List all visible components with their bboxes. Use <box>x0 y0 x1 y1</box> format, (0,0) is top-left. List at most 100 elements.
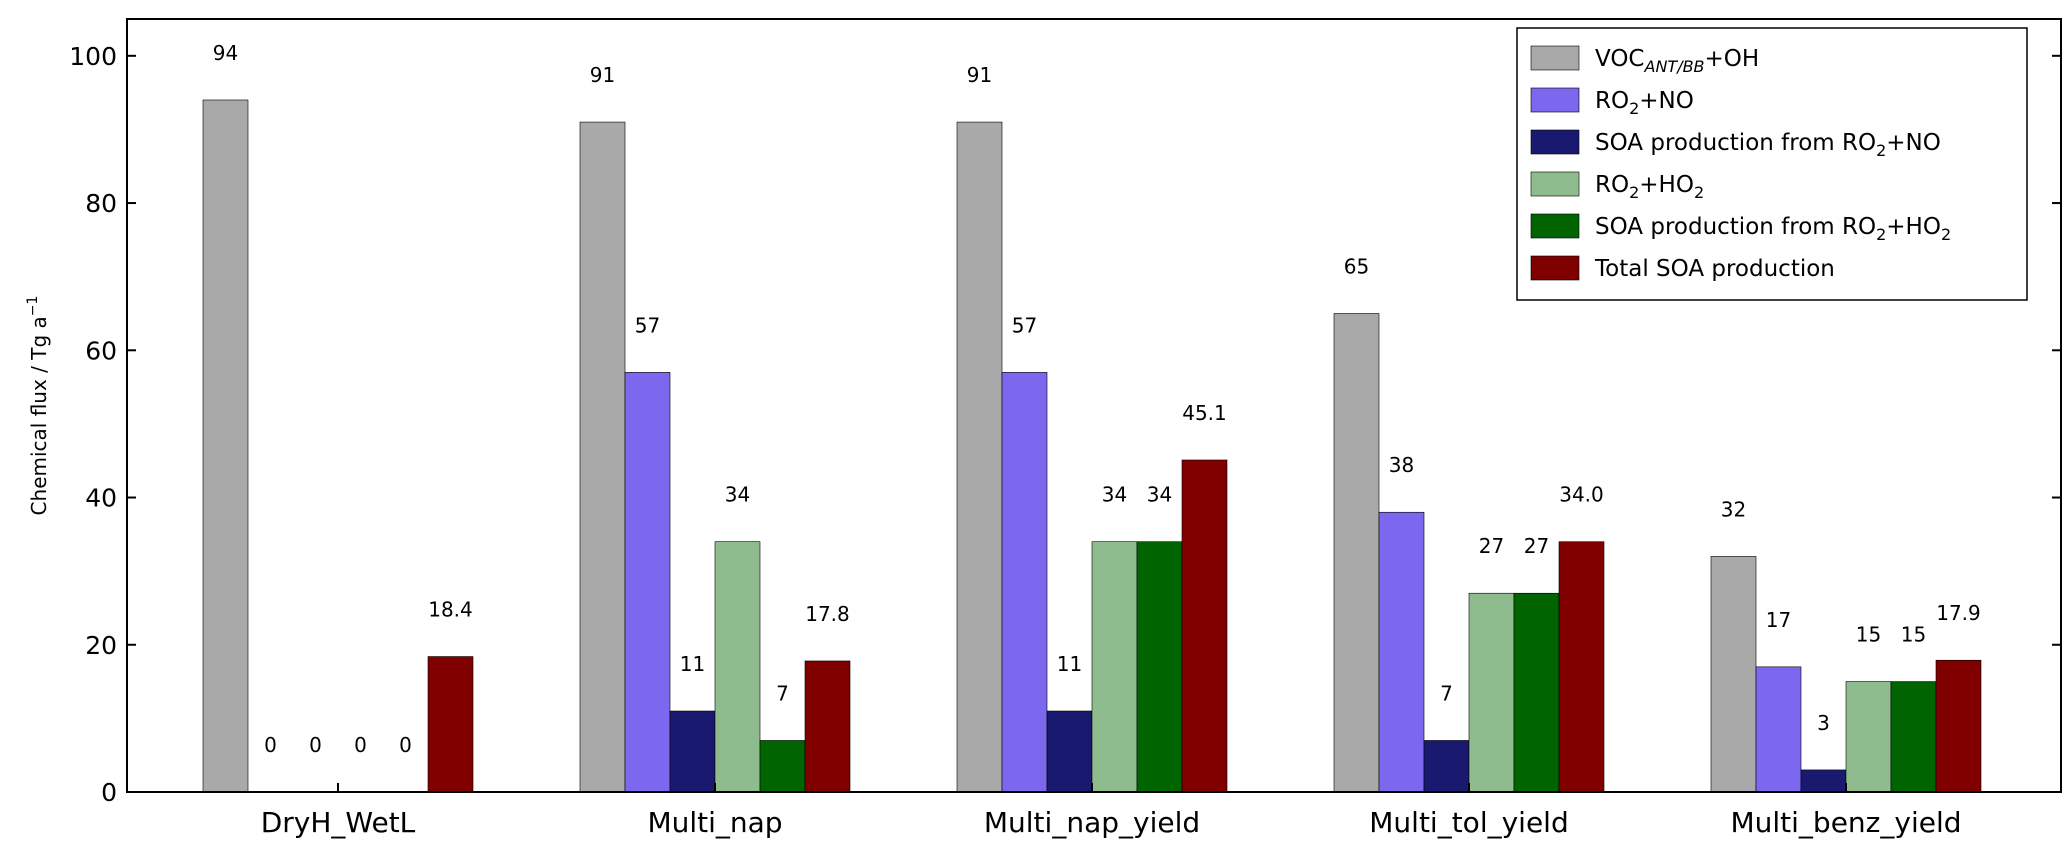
bar <box>1181 459 1228 793</box>
bar <box>1890 681 1937 793</box>
plot-frame <box>126 18 2062 793</box>
bar-value-label: 38 <box>1389 453 1414 477</box>
legend-swatch <box>1530 129 1580 155</box>
legend-box <box>1516 27 2028 301</box>
bar <box>1935 659 1982 793</box>
bar <box>579 121 626 793</box>
x-tick-label: Multi_nap_yield <box>984 806 1200 839</box>
legend-text-main: SOA production from RO <box>1595 130 1876 156</box>
y-axis-label: Chemical flux / Tg a−1 <box>25 296 51 516</box>
legend-text-subscript: 2 <box>1629 183 1639 202</box>
bar-value-label: 17.9 <box>1936 601 1981 625</box>
bar <box>1558 541 1605 793</box>
bar <box>759 740 806 793</box>
bar-value-label: 27 <box>1479 534 1504 558</box>
y-tick-label: 60 <box>85 336 117 365</box>
legend-entry-label: VOCANT/BB+OH <box>1595 46 1759 76</box>
bar-value-label: 0 <box>309 733 322 757</box>
legend-swatch <box>1530 171 1580 197</box>
legend-entry-label: SOA production from RO2+HO2 <box>1595 214 1951 244</box>
bar-value-label: 0 <box>264 733 277 757</box>
bar <box>1468 592 1515 793</box>
bar-value-label: 11 <box>1057 652 1082 676</box>
bar-value-label: 34 <box>725 483 750 507</box>
bar-value-label: 45.1 <box>1182 401 1227 425</box>
bar <box>1800 769 1847 793</box>
legend-text-tail: +OH <box>1705 46 1760 72</box>
bar <box>427 656 474 793</box>
x-tick-label: Multi_tol_yield <box>1369 806 1568 839</box>
bar <box>1046 710 1093 793</box>
bar <box>1423 740 1470 793</box>
x-tick-label: DryH_WetL <box>261 806 416 839</box>
legend-text-subscript: 2 <box>1629 99 1639 118</box>
bar-value-label: 0 <box>354 733 367 757</box>
bar <box>202 99 249 793</box>
y-tick-label: 100 <box>69 42 117 71</box>
legend-text-main: SOA production from RO <box>1595 214 1876 240</box>
bar-value-label: 15 <box>1856 623 1881 647</box>
legend-entry-label: SOA production from RO2+NO <box>1595 130 1941 160</box>
legend-text-subscript: 2 <box>1876 225 1886 244</box>
bar-value-label: 57 <box>1012 313 1037 337</box>
bar <box>1845 681 1892 793</box>
legend-text-tail: +HO <box>1639 172 1694 198</box>
legend-text-tail: +NO <box>1639 88 1694 114</box>
bar-value-label: 91 <box>967 63 992 87</box>
y-axis-label-text: Chemical flux / Tg a <box>27 316 51 515</box>
bar <box>1001 372 1048 793</box>
y-tick-label: 20 <box>85 631 117 660</box>
bar-value-label: 7 <box>776 681 789 705</box>
y-tick-label: 80 <box>85 189 117 218</box>
bars-group <box>202 99 1982 793</box>
x-tick-label: Multi_nap <box>647 806 782 839</box>
legend-entry-label: Total SOA production <box>1594 256 1835 282</box>
legend-entry-label: RO2+NO <box>1595 88 1694 118</box>
bar <box>714 541 761 793</box>
bar <box>1136 541 1183 793</box>
bar <box>1710 556 1757 793</box>
y-tick-label: 0 <box>101 778 117 807</box>
legend-swatch <box>1530 213 1580 239</box>
legend-text-tail: +HO <box>1886 214 1941 240</box>
x-axis: DryH_WetL Multi_nap Multi_nap_yield Multi_t… <box>261 783 1962 839</box>
bar <box>669 710 716 793</box>
legend-text-subscript: 2 <box>1941 225 1951 244</box>
bar-value-label: 18.4 <box>428 598 473 622</box>
legend-swatch <box>1530 45 1580 71</box>
y-axis-label-exponent: −1 <box>25 296 41 317</box>
bar-value-label: 34 <box>1147 483 1172 507</box>
value-labels-group: 94 0 0 0 0 18.4 91 57 11 34 7 17.8 91 57 11 34 34 45.1 65 3… <box>213 41 1981 757</box>
bar <box>1513 592 1560 793</box>
x-tick-label: Multi_benz_yield <box>1730 806 1961 839</box>
bar-value-label: 34.0 <box>1559 483 1604 507</box>
legend-entry-label: RO2+HO2 <box>1595 172 1704 202</box>
legend-swatch <box>1530 87 1580 113</box>
y-axis-label-group: Chemical flux / Tg a−1 <box>25 296 51 516</box>
bar-value-label: 91 <box>590 63 615 87</box>
bar <box>1378 511 1425 793</box>
legend-text-subscript: ANT/BB <box>1644 57 1705 76</box>
bar-value-label: 11 <box>680 652 705 676</box>
bar-value-label: 17 <box>1766 608 1791 632</box>
legend-text-subscript: 2 <box>1694 183 1704 202</box>
legend-swatch <box>1530 255 1580 281</box>
legend-text-tail: +NO <box>1886 130 1941 156</box>
bar-value-label: 34 <box>1102 483 1127 507</box>
bar-value-label: 7 <box>1440 681 1453 705</box>
y-tick-label: 40 <box>85 484 117 513</box>
bar <box>624 372 671 793</box>
bar <box>804 660 851 793</box>
bar <box>1091 541 1138 793</box>
legend-text-main: VOC <box>1595 46 1645 72</box>
bar <box>1755 666 1802 793</box>
bar <box>956 121 1003 793</box>
legend-text-main: Total SOA production <box>1594 256 1835 282</box>
bar-value-label: 15 <box>1901 623 1926 647</box>
legend-text-main: RO <box>1595 172 1629 198</box>
bar-value-label: 17.8 <box>805 602 850 626</box>
bar-value-label: 94 <box>213 41 238 65</box>
bar-value-label: 0 <box>399 733 412 757</box>
